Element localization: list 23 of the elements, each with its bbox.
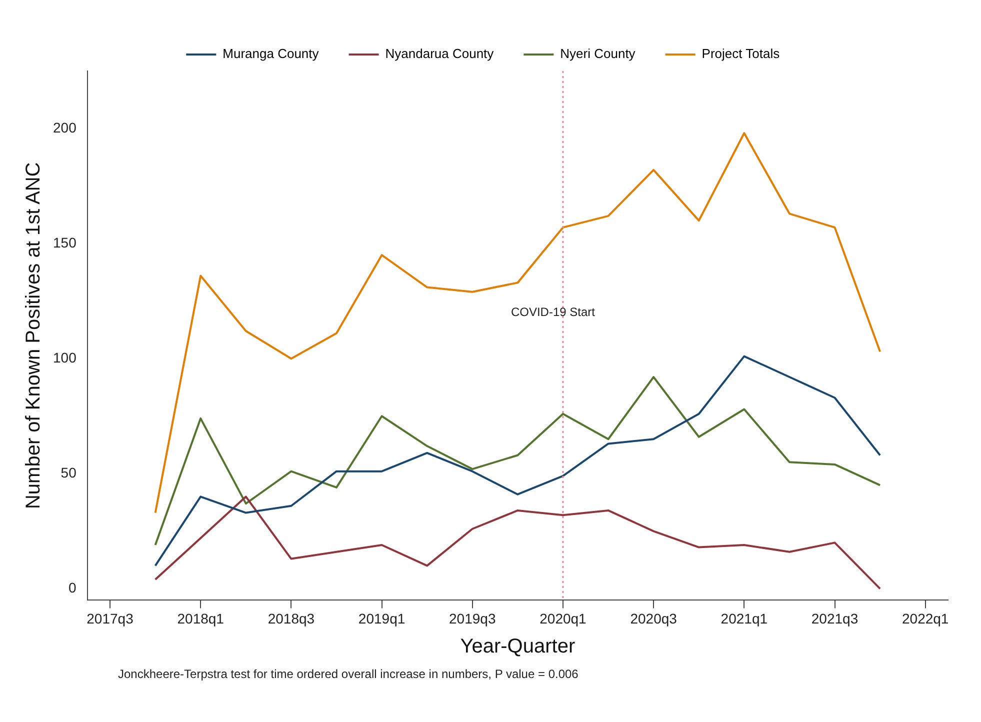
x-tick-label: 2020q1	[540, 610, 587, 626]
x-tick-label: 2019q3	[449, 610, 496, 626]
y-axis-title: Number of Known Positives at 1st ANC	[22, 162, 45, 510]
legend-label: Project Totals	[702, 46, 780, 62]
y-tick-label: 0	[68, 580, 77, 596]
x-tick-label: 2017q3	[86, 610, 134, 626]
x-tick-label: 2018q3	[268, 610, 315, 626]
x-tick-label: 2019q1	[358, 610, 406, 626]
y-tick-label: 50	[60, 464, 77, 481]
y-tick-label: 150	[53, 234, 77, 250]
x-tick-label: 2021q1	[720, 610, 768, 626]
x-tick-label: 2021q3	[811, 610, 858, 626]
x-tick-label: 2020q3	[630, 610, 678, 626]
legend-label: Nyandarua County	[385, 46, 494, 62]
legend-label: Muranga County	[222, 46, 320, 62]
x-axis-title: Year-Quarter	[460, 636, 576, 658]
x-tick-label: 2022q1	[902, 610, 949, 626]
legend-label: Nyeri County	[560, 46, 636, 62]
x-tick-label: 2018q1	[177, 610, 224, 626]
y-tick-label: 100	[53, 349, 77, 366]
y-tick-label: 200	[53, 119, 77, 136]
ref-line-label: COVID-19 Start	[510, 304, 596, 319]
text: Jonckheere-Terpstra test for time ordered overall increase in numbers, P value = 0.006	[118, 667, 580, 681]
